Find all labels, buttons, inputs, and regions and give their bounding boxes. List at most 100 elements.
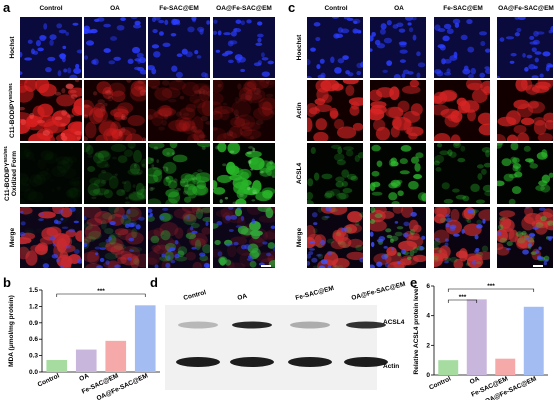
cell	[20, 232, 26, 237]
cell	[127, 257, 132, 261]
cell	[249, 220, 261, 231]
cell	[148, 208, 153, 213]
cell	[337, 264, 344, 268]
cell	[450, 134, 461, 141]
cell	[182, 190, 188, 195]
blot-band	[230, 357, 274, 367]
cell	[181, 81, 200, 97]
y-tick-label: 0.9	[29, 320, 38, 327]
cell	[342, 146, 354, 151]
cell	[35, 228, 43, 233]
cell	[379, 28, 386, 35]
cell	[310, 47, 316, 52]
cell	[39, 207, 49, 212]
cell	[153, 146, 159, 150]
image-bg	[84, 207, 146, 268]
micrograph	[213, 207, 275, 268]
cell	[38, 218, 44, 221]
cell	[108, 175, 119, 189]
cell	[182, 211, 197, 222]
cell	[380, 23, 387, 30]
cell	[467, 208, 474, 214]
cell	[165, 175, 174, 183]
cell	[173, 178, 178, 183]
cell	[196, 55, 202, 59]
cell	[328, 207, 348, 216]
cell	[371, 191, 383, 196]
cell	[226, 130, 234, 137]
cell	[453, 143, 460, 147]
cell	[347, 211, 363, 223]
cell	[180, 181, 186, 184]
band-label: ACSL4	[383, 319, 405, 326]
cell	[105, 128, 124, 141]
cell	[436, 207, 448, 217]
cell	[401, 207, 414, 218]
cell	[398, 41, 407, 46]
cell	[330, 56, 335, 64]
cell	[117, 155, 128, 163]
cell	[434, 255, 439, 260]
row-label-text: C11-BODIPY	[9, 99, 16, 138]
cell	[118, 127, 137, 136]
cell	[396, 226, 404, 230]
cell	[318, 265, 326, 268]
cell	[181, 48, 188, 55]
cells	[307, 17, 363, 78]
cell	[162, 42, 171, 48]
cell	[20, 119, 27, 126]
cell	[190, 237, 206, 246]
cell	[89, 189, 101, 197]
cell	[533, 30, 539, 37]
cell	[245, 150, 262, 158]
cell	[148, 64, 155, 71]
bar	[438, 360, 459, 375]
cell	[110, 245, 125, 255]
cell	[457, 157, 466, 163]
cell	[521, 216, 535, 231]
cell	[439, 245, 451, 259]
cell	[524, 67, 529, 72]
cell	[103, 23, 111, 28]
cell	[255, 191, 272, 202]
cell	[195, 172, 210, 183]
cell	[43, 23, 48, 30]
cell	[313, 222, 318, 226]
cell	[231, 100, 251, 118]
cell	[465, 80, 482, 91]
cell	[397, 252, 402, 257]
cell	[135, 224, 141, 230]
cell	[213, 19, 218, 24]
cell	[434, 213, 446, 224]
cell	[548, 172, 553, 178]
cell	[84, 236, 96, 242]
cell	[213, 80, 224, 93]
cell	[85, 40, 95, 46]
cell	[225, 242, 231, 247]
cell	[386, 246, 397, 256]
cell	[475, 251, 490, 260]
cell	[233, 109, 239, 116]
cell	[383, 37, 393, 44]
cell	[148, 157, 154, 165]
column-label: OA	[394, 5, 404, 12]
cell	[70, 242, 82, 254]
cell	[522, 249, 529, 255]
cells	[497, 207, 553, 266]
cell	[443, 72, 452, 76]
cell	[202, 216, 210, 223]
cell	[385, 106, 404, 119]
cell	[148, 108, 159, 120]
cell	[166, 152, 170, 156]
cell	[307, 260, 311, 266]
cell	[127, 168, 143, 176]
micrograph	[84, 207, 146, 268]
cell	[68, 228, 76, 233]
cell	[65, 83, 74, 90]
cell	[62, 156, 74, 169]
row-label: Merge	[9, 228, 16, 248]
cell	[470, 183, 480, 193]
cell	[50, 179, 55, 183]
cell	[103, 128, 119, 141]
cell	[84, 242, 88, 248]
